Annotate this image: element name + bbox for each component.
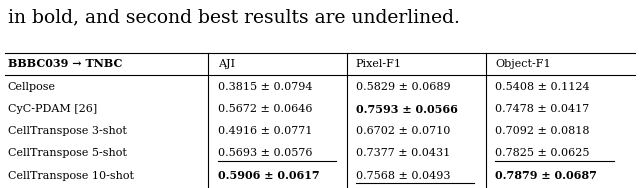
Text: 0.4916 ± 0.0771: 0.4916 ± 0.0771	[218, 126, 312, 136]
Text: AJI: AJI	[218, 59, 235, 69]
Text: 0.7825 ± 0.0625: 0.7825 ± 0.0625	[495, 148, 590, 158]
Text: 0.7092 ± 0.0818: 0.7092 ± 0.0818	[495, 126, 590, 136]
Text: 0.7377 ± 0.0431: 0.7377 ± 0.0431	[356, 148, 450, 158]
Text: CellTranspose 3-shot: CellTranspose 3-shot	[8, 126, 127, 136]
Text: 0.7478 ± 0.0417: 0.7478 ± 0.0417	[495, 104, 589, 114]
Text: BBBC039 → TNBC: BBBC039 → TNBC	[8, 58, 122, 69]
Text: in bold, and second best results are underlined.: in bold, and second best results are und…	[8, 8, 460, 27]
Text: 0.7593 ± 0.0566: 0.7593 ± 0.0566	[356, 104, 458, 114]
Text: Cellpose: Cellpose	[8, 82, 56, 92]
Text: 0.5408 ± 0.1124: 0.5408 ± 0.1124	[495, 82, 590, 92]
Text: CellTranspose 10-shot: CellTranspose 10-shot	[8, 171, 134, 181]
Text: 0.5672 ± 0.0646: 0.5672 ± 0.0646	[218, 104, 312, 114]
Text: CyC-PDAM [26]: CyC-PDAM [26]	[8, 104, 97, 114]
Text: 0.7568 ± 0.0493: 0.7568 ± 0.0493	[356, 171, 451, 181]
Text: 0.5693 ± 0.0576: 0.5693 ± 0.0576	[218, 148, 312, 158]
Text: 0.5829 ± 0.0689: 0.5829 ± 0.0689	[356, 82, 451, 92]
Text: 0.5906 ± 0.0617: 0.5906 ± 0.0617	[218, 170, 319, 181]
Text: Pixel-F1: Pixel-F1	[356, 59, 402, 69]
Text: CellTranspose 5-shot: CellTranspose 5-shot	[8, 148, 127, 158]
Text: Object-F1: Object-F1	[495, 59, 551, 69]
Text: 0.7879 ± 0.0687: 0.7879 ± 0.0687	[495, 170, 597, 181]
Text: 0.3815 ± 0.0794: 0.3815 ± 0.0794	[218, 82, 312, 92]
Text: 0.6702 ± 0.0710: 0.6702 ± 0.0710	[356, 126, 450, 136]
